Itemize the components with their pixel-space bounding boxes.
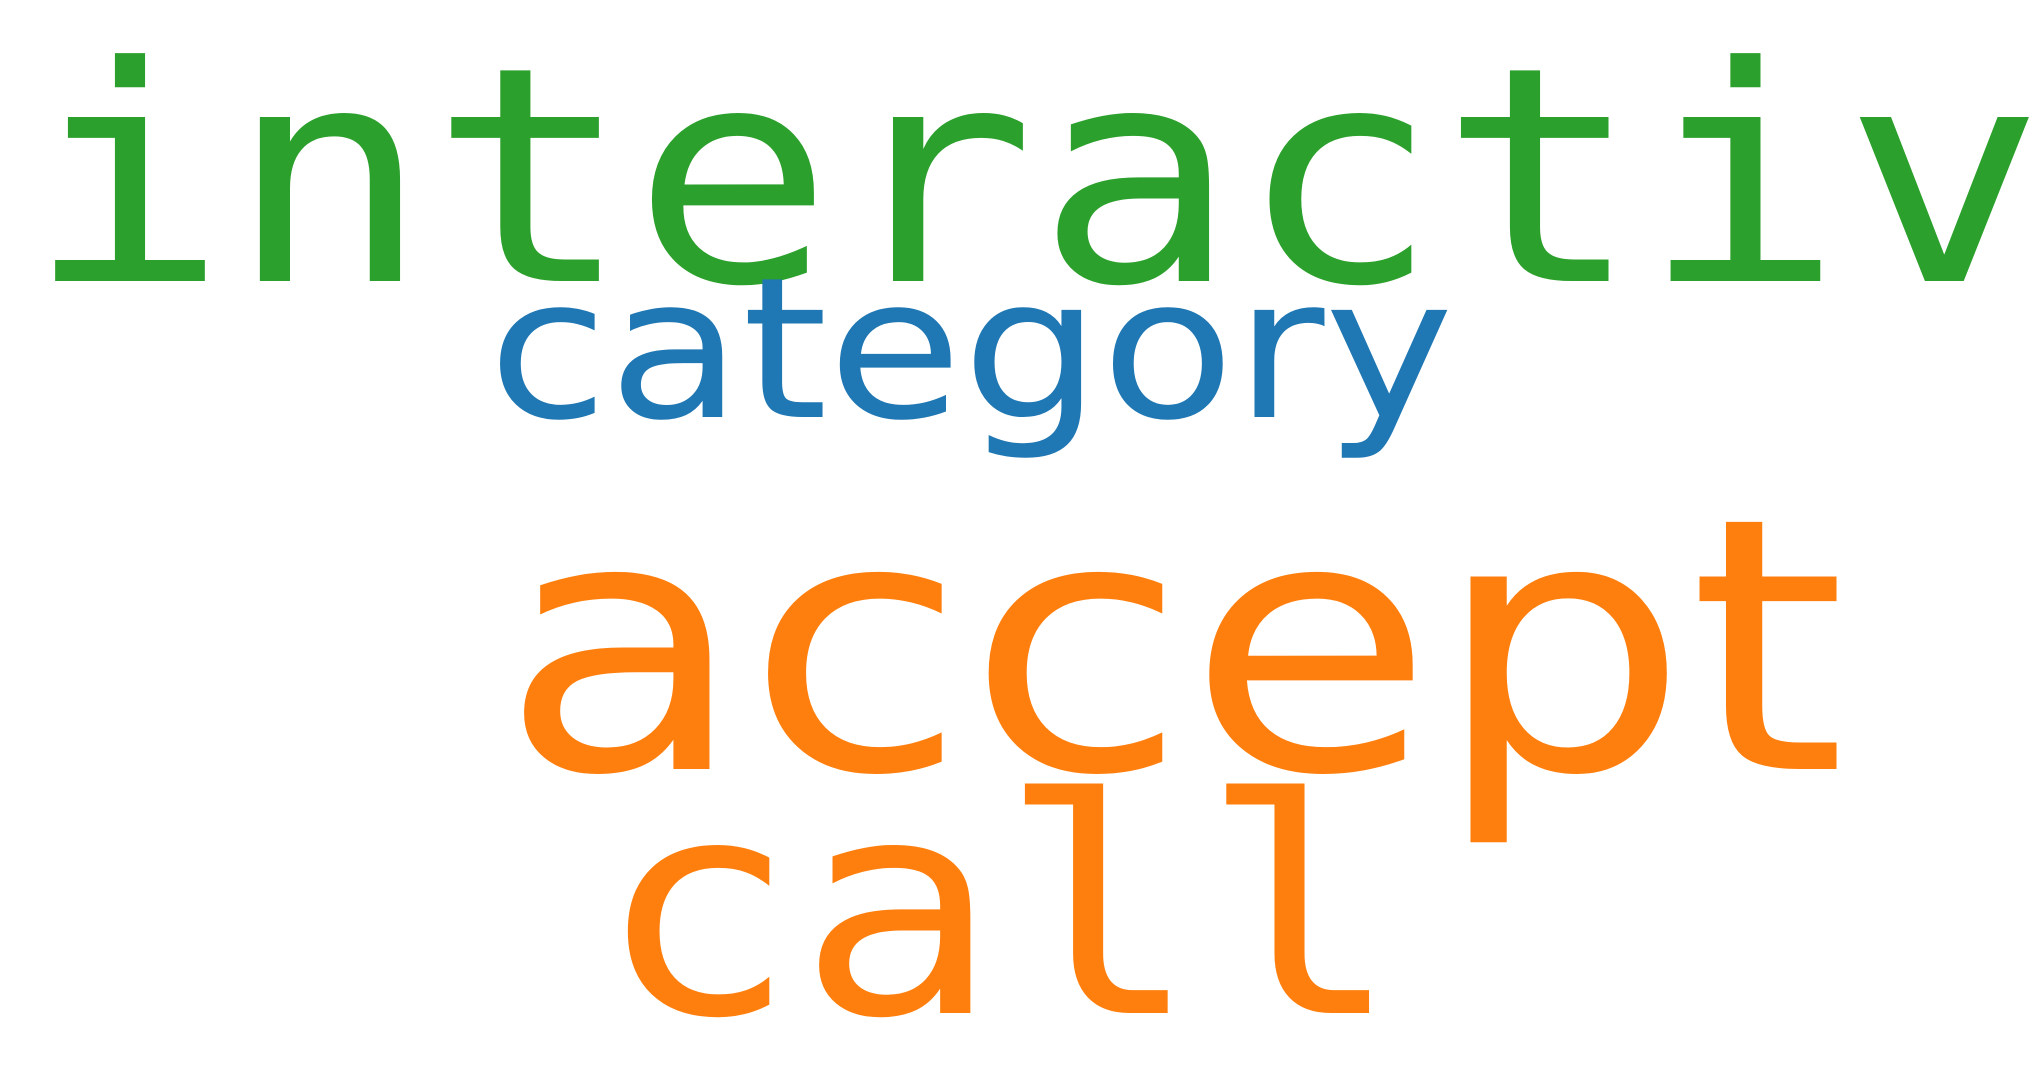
word-accept: accept	[500, 443, 1847, 853]
word-interactive: interactive	[26, 3, 2040, 352]
word-call: call	[596, 735, 1402, 1084]
word-category: category	[488, 236, 1454, 464]
